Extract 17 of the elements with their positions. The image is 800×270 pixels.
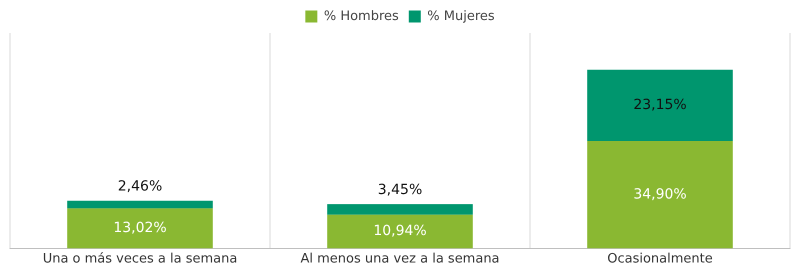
x-tick-label: Una o más veces a la semana [42, 252, 238, 267]
x-tick-label: Al menos una vez a la semana [300, 252, 500, 267]
data-label: 13,02% [113, 220, 167, 236]
bar [67, 200, 213, 208]
data-label: 34,90% [633, 186, 687, 202]
bar [67, 208, 213, 248]
bar [327, 214, 473, 248]
data-label: 3,45% [378, 182, 422, 198]
data-label: 2,46% [118, 178, 162, 194]
legend-label: % Mujeres [427, 8, 495, 24]
legend-label: % Hombres [324, 8, 400, 24]
bar [587, 141, 733, 248]
data-label: 10,94% [373, 223, 427, 240]
bar [587, 70, 733, 142]
bar [327, 204, 473, 215]
x-tick-label: Ocasionalmente [607, 252, 713, 267]
data-label: 23,15% [633, 97, 687, 114]
